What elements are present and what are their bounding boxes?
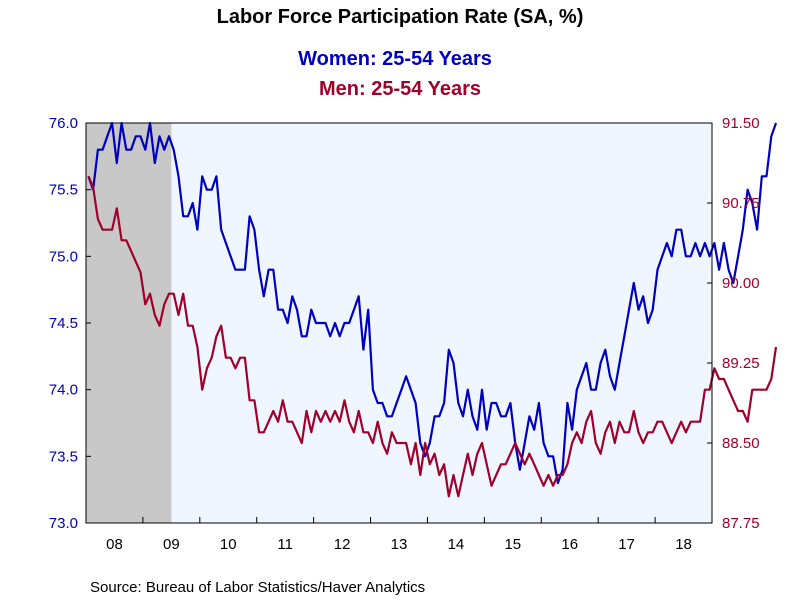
x-tick-label: 15 — [504, 536, 521, 553]
x-tick-label: 13 — [391, 536, 408, 553]
x-tick-label: 18 — [675, 536, 692, 553]
x-tick-label: 17 — [618, 536, 635, 553]
marks-layer — [87, 121, 778, 498]
left-tick-label: 76.0 — [49, 115, 78, 132]
plot-area — [86, 123, 712, 523]
x-tick-label: 14 — [448, 536, 465, 553]
left-axis: 73.0 73.5 74.0 74.5 75.0 75.5 76.0 — [49, 115, 91, 532]
left-tick-label: 75.5 — [49, 182, 78, 199]
right-tick-label: 89.25 — [722, 355, 760, 372]
right-tick-label: 90.75 — [722, 195, 760, 212]
x-tick-label: 09 — [163, 536, 180, 553]
left-tick-label: 73.5 — [49, 448, 78, 465]
legend-women: Women: 25-54 Years — [298, 48, 492, 70]
chart-title: Labor Force Participation Rate (SA, %) — [217, 6, 584, 28]
right-axis: 87.75 88.50 89.25 90.00 90.75 91.50 — [707, 115, 760, 532]
x-axis: 08 09 10 11 12 13 14 15 16 17 18 — [85, 517, 713, 553]
x-tick-label: 11 — [277, 536, 293, 553]
left-tick-label: 74.0 — [49, 382, 78, 399]
right-tick-label: 90.00 — [722, 275, 760, 292]
series-line-men — [87, 175, 778, 498]
right-tick-label: 88.50 — [722, 435, 760, 452]
right-tick-label: 91.50 — [722, 115, 760, 132]
x-tick-label: 16 — [561, 536, 578, 553]
right-tick-label: 87.75 — [722, 515, 760, 532]
legend-men: Men: 25-54 Years — [319, 78, 481, 100]
left-tick-label: 74.5 — [49, 315, 78, 332]
x-tick-label: 08 — [106, 536, 123, 553]
left-tick-label: 75.0 — [49, 248, 78, 265]
series-line-women — [87, 121, 778, 485]
left-tick-label: 73.0 — [49, 515, 78, 532]
x-tick-label: 10 — [220, 536, 237, 553]
source-note: Source: Bureau of Labor Statistics/Haver… — [90, 579, 425, 596]
x-tick-label: 12 — [334, 536, 351, 553]
